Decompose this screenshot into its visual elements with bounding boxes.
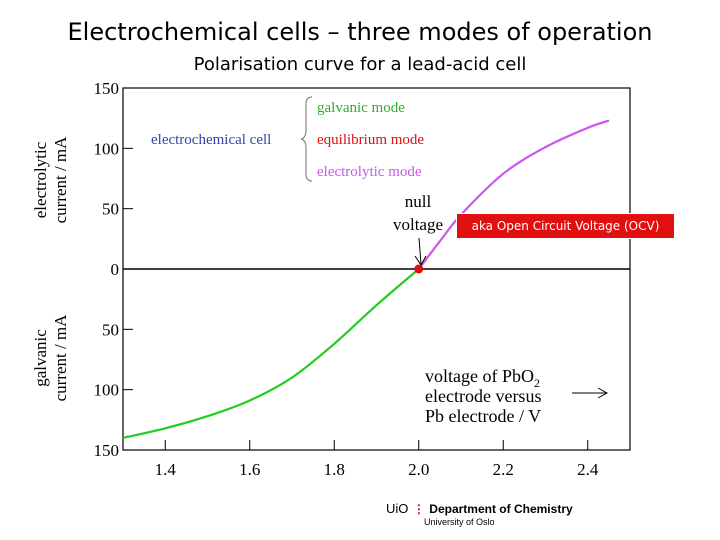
- x-tick-label-0: 1.4: [155, 460, 177, 479]
- y-label-bottom-line2: current / mA: [51, 314, 70, 402]
- y-tick-label-2: 50: [102, 200, 119, 219]
- galvanic-curve: [122, 268, 420, 439]
- y-tick-label-4: 50: [102, 320, 119, 339]
- y-label-top-line1: electrolytic: [31, 141, 50, 218]
- null-label-line1: null: [405, 192, 432, 211]
- null-arrow-shaft: [418, 237, 422, 265]
- y-tick-label-5: 100: [94, 381, 120, 400]
- electrolytic-mode-label: electrolytic mode: [317, 164, 422, 180]
- uio-logo: UiO: [386, 501, 409, 516]
- y-tick-label-0: 150: [94, 79, 120, 98]
- null-arrow-head: [414, 255, 427, 266]
- x-tick-label-2: 1.8: [324, 460, 345, 479]
- slide-subtitle: Polarisation curve for a lead-acid cell: [193, 54, 527, 75]
- x-tick-label-3: 2.0: [408, 460, 429, 479]
- x-axis-ticks: 1.4 1.6 1.8 2.0 2.2 2.4: [155, 440, 599, 479]
- y-tick-label-3: 0: [111, 260, 120, 279]
- uio-mark-icon: ⋮: [412, 502, 425, 516]
- y-axis-ticks: 150 100 50 0 50 100 150: [94, 79, 133, 460]
- x-tick-label-5: 2.4: [577, 460, 599, 479]
- y-label-bottom-line1: galvanic: [31, 329, 50, 387]
- x-label-line1: voltage of PbO2: [425, 366, 540, 390]
- x-tick-label-1: 1.6: [239, 460, 260, 479]
- x-label-line3: Pb electrode / V: [425, 406, 541, 426]
- electrolytic-curve: [417, 119, 610, 270]
- x-label-line2: electrode versus: [425, 386, 541, 406]
- x-tick-label-4: 2.2: [493, 460, 514, 479]
- null-label-line2: voltage: [393, 215, 443, 234]
- null-voltage-point: [414, 264, 424, 274]
- y-tick-label-6: 150: [94, 441, 120, 460]
- y-label-top-line2: current / mA: [51, 136, 70, 224]
- ocv-note: aka Open Circuit Voltage (OCV): [456, 213, 675, 239]
- equilibrium-mode-label: equilibrium mode: [317, 132, 424, 148]
- mode-brace: [300, 96, 313, 182]
- x-direction-arrow-head: [597, 387, 609, 399]
- slide-title: Electrochemical cells – three modes of o…: [67, 18, 653, 46]
- university-name: University of Oslo: [424, 517, 495, 527]
- department-name: Department of Chemistry: [429, 502, 573, 516]
- galvanic-mode-label: galvanic mode: [317, 100, 405, 116]
- cell-label: electrochemical cell: [151, 132, 271, 148]
- footer-logo: UiO ⋮ Department of Chemistry University…: [386, 500, 573, 527]
- y-tick-label-1: 100: [94, 139, 120, 158]
